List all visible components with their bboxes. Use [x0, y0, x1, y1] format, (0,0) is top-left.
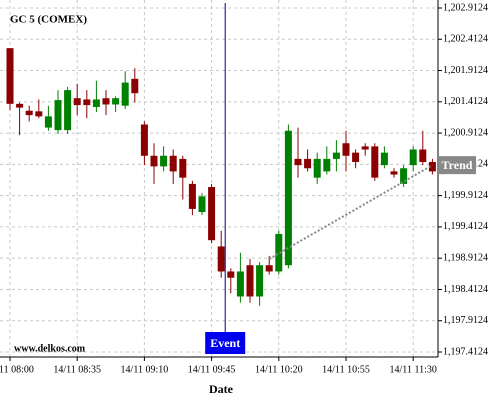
x-tick-label: 14/11 08:35: [53, 364, 101, 375]
x-tick-label: 14/11 11:30: [390, 364, 437, 375]
watermark: www.delkos.com: [14, 343, 86, 354]
trend-label-box: [438, 156, 476, 175]
candle-body: [323, 158, 331, 172]
candle-body: [419, 149, 427, 163]
candle-body: [198, 196, 206, 213]
candle-body: [409, 149, 417, 166]
y-tick-label: 1,202.4124: [443, 34, 488, 45]
x-tick-label: 14/11 10:55: [322, 364, 370, 375]
candle-body: [92, 99, 100, 107]
candle-body: [16, 103, 24, 108]
event-label: Event: [210, 336, 240, 350]
candle-body: [304, 158, 312, 169]
candle-body: [294, 158, 302, 166]
candle-body: [275, 233, 283, 272]
trend-label: Trend: [442, 158, 473, 172]
y-tick-label: 1,199.9124: [443, 190, 488, 201]
candle-body: [64, 90, 72, 131]
candle-body: [73, 98, 81, 106]
candle-body: [160, 155, 168, 167]
y-tick-label: 1,198.9124: [443, 252, 488, 263]
y-tick-label: 1,201.9124: [443, 65, 488, 76]
y-tick-label: 1,202.9124: [443, 2, 488, 13]
candle-body: [246, 265, 254, 297]
candle-body: [352, 152, 360, 163]
y-tick-label: 1,200.9124: [443, 127, 488, 138]
candle-body: [121, 82, 129, 106]
x-tick-label: 14/11 08:00: [0, 364, 34, 375]
candle-body: [188, 183, 196, 209]
candle-body: [380, 152, 388, 166]
candle-body: [169, 155, 177, 172]
candle-body: [131, 78, 139, 94]
candle-body: [208, 187, 216, 241]
candle-body: [400, 168, 408, 184]
x-tick-label: 14/11 10:20: [255, 364, 303, 375]
x-axis-label: Date: [209, 382, 234, 396]
event-box: [205, 332, 246, 354]
plot-area: [0, 0, 438, 357]
candle-body: [6, 48, 14, 104]
candle-body: [236, 271, 244, 297]
candle-body: [371, 146, 379, 178]
candle-body: [428, 162, 436, 172]
x-tick-label: 14/11 09:10: [121, 364, 169, 375]
x-tick-label: 14/11 09:45: [188, 364, 236, 375]
y-tick-label: 1,201.4124: [443, 96, 488, 107]
candle-body: [361, 146, 369, 150]
y-tick-label: 1,198.4124: [443, 284, 488, 295]
candle-body: [83, 99, 91, 106]
candle-body: [25, 110, 33, 116]
candle-body: [342, 143, 350, 156]
candle-body: [332, 152, 340, 159]
candle-body: [140, 124, 148, 156]
candle-body: [265, 265, 273, 272]
candle-body: [227, 271, 235, 278]
candle-body: [256, 265, 264, 297]
candle-body: [217, 246, 225, 272]
candle-body: [102, 98, 110, 105]
y-tick-label: 1,197.4124: [443, 346, 488, 357]
y-tick-label: 1,197.9124: [443, 315, 488, 326]
candle-body: [112, 98, 120, 105]
candle-body: [44, 116, 52, 128]
candle-body: [284, 130, 292, 266]
y-tick-label: 1,199.4124: [443, 221, 488, 232]
chart-title: GC 5 (COMEX): [10, 14, 87, 26]
candle-body: [54, 100, 62, 131]
candle-body: [35, 111, 43, 117]
candle-body: [150, 155, 158, 167]
candle-body: [313, 158, 321, 178]
candle-body: [179, 158, 187, 178]
trend-line: [268, 164, 433, 260]
candle-body: [390, 171, 398, 175]
